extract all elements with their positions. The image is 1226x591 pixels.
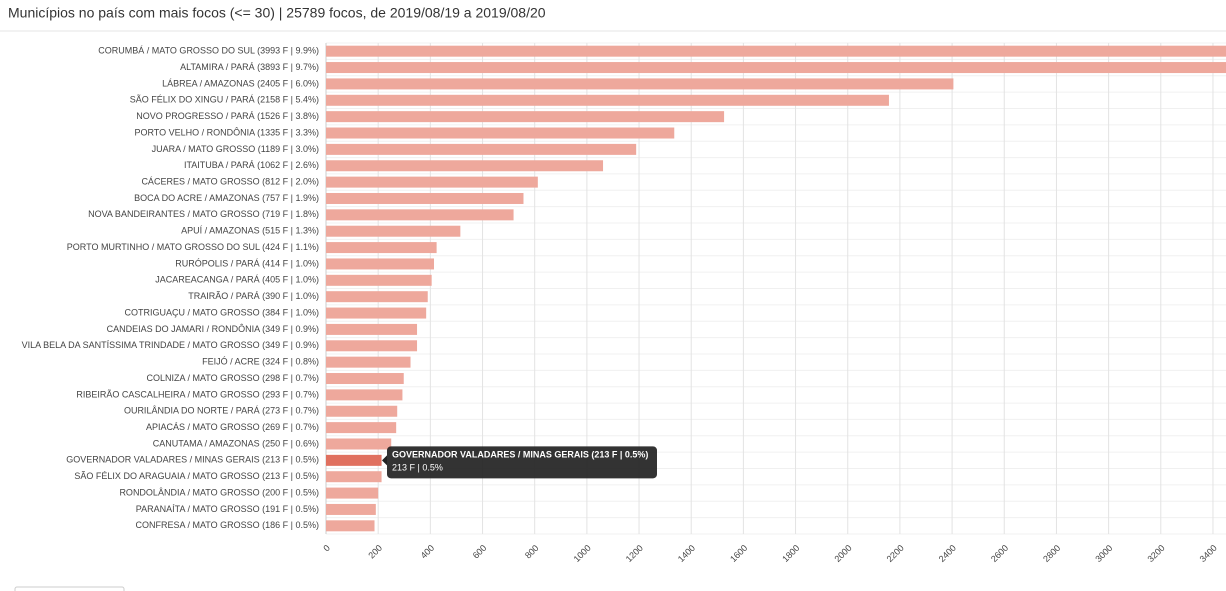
bar: [326, 373, 404, 385]
category-label: JUARA / MATO GROSSO (1189 F | 3.0%): [152, 144, 319, 154]
bar: [326, 503, 376, 515]
bar: [326, 94, 889, 106]
category-label: RIBEIRÃO CASCALHEIRA / MATO GROSSO (293 …: [76, 389, 319, 399]
x-tick-label: 1400: [676, 543, 697, 564]
bar: [326, 78, 954, 90]
bar: [326, 176, 538, 188]
bar: [326, 209, 514, 221]
bar: [326, 258, 434, 270]
bar: [326, 143, 637, 155]
x-tick-label: 0: [321, 543, 332, 554]
x-tick-label: 2800: [1041, 543, 1062, 564]
bar: [326, 274, 432, 286]
category-label: OURILÂNDIA DO NORTE / PARÁ (273 F | 0.7%…: [124, 406, 319, 416]
category-label: SÃO FÉLIX DO XINGU / PARÁ (2158 F | 5.4%…: [130, 95, 319, 105]
bar: [326, 323, 418, 335]
bar: [326, 422, 397, 434]
tooltip-arrow: [382, 455, 387, 466]
x-tick-label: 2400: [937, 543, 958, 564]
x-tick-label: 3200: [1145, 543, 1166, 564]
tooltip: GOVERNADOR VALADARES / MINAS GERAIS (213…: [382, 446, 657, 479]
category-label: APUÍ / AMAZONAS (515 F | 1.3%): [181, 226, 319, 236]
bar: [326, 487, 379, 499]
control-box[interactable]: [14, 586, 125, 591]
bar: [326, 389, 403, 401]
category-label: NOVO PROGRESSO / PARÁ (1526 F | 3.8%): [136, 111, 319, 121]
bar: [326, 225, 461, 237]
category-label: SÃO FÉLIX DO ARAGUAIA / MATO GROSSO (213…: [74, 471, 319, 481]
category-label: ITAITUBA / PARÁ (1062 F | 2.6%): [184, 160, 319, 170]
bar: [326, 45, 1226, 57]
category-label: COLNIZA / MATO GROSSO (298 F | 0.7%): [146, 373, 319, 383]
category-label: LÁBREA / AMAZONAS (2405 F | 6.0%): [162, 78, 319, 88]
category-label: APIACÁS / MATO GROSSO (269 F | 0.7%): [146, 422, 319, 432]
bar: [326, 454, 382, 466]
x-tick-label: 1600: [728, 543, 749, 564]
category-label: GOVERNADOR VALADARES / MINAS GERAIS (213…: [66, 455, 319, 465]
x-tick-label: 3000: [1093, 543, 1114, 564]
bar: [326, 62, 1226, 74]
x-tick-label: 2000: [832, 543, 853, 564]
category-label: RURÓPOLIS / PARÁ (414 F | 1.0%): [175, 258, 319, 268]
category-label: ALTAMIRA / PARÁ (3893 F | 9.7%): [180, 62, 319, 72]
bars: [326, 45, 1226, 532]
bar: [326, 192, 524, 204]
category-label: CORUMBÁ / MATO GROSSO DO SUL (3993 F | 9…: [98, 46, 319, 56]
x-tick-label: 200: [366, 543, 384, 561]
x-tick-label: 3400: [1198, 543, 1219, 564]
bar: [326, 291, 428, 303]
category-label: NOVA BANDEIRANTES / MATO GROSSO (719 F |…: [88, 209, 319, 219]
category-label: JACAREACANGA / PARÁ (405 F | 1.0%): [155, 275, 319, 285]
x-tick-label: 1000: [572, 543, 593, 564]
category-label: PORTO VELHO / RONDÔNIA (1335 F | 3.3%): [134, 127, 319, 137]
category-label: CONFRESA / MATO GROSSO (186 F | 0.5%): [135, 520, 319, 530]
bar: [326, 127, 675, 139]
bar: [326, 520, 375, 532]
category-label: TRAIRÃO / PARÁ (390 F | 1.0%): [188, 291, 319, 301]
bar: [326, 160, 604, 172]
chart-title: Municípios no país com mais focos (<= 30…: [8, 5, 546, 21]
tooltip-text: 213 F | 0.5%: [392, 463, 443, 473]
category-label: CANUTAMA / AMAZONAS (250 F | 0.6%): [153, 438, 319, 448]
x-tick-label: 800: [523, 543, 541, 561]
x-tick-label: 2600: [989, 543, 1010, 564]
category-label: CANDEIAS DO JAMARI / RONDÔNIA (349 F | 0…: [107, 324, 319, 334]
category-label: COTRIGUAÇU / MATO GROSSO (384 F | 1.0%): [124, 307, 319, 317]
category-label: CÁCERES / MATO GROSSO (812 F | 2.0%): [141, 176, 319, 186]
bar: [326, 438, 392, 450]
category-label: PARANAÍTA / MATO GROSSO (191 F | 0.5%): [136, 504, 319, 514]
bar: [326, 242, 437, 254]
bar: [326, 307, 427, 319]
x-tick-label: 1800: [780, 543, 801, 564]
category-label: VILA BELA DA SANTÍSSIMA TRINDADE / MATO …: [22, 340, 319, 350]
bar: [326, 405, 398, 417]
category-label: BOCA DO ACRE / AMAZONAS (757 F | 1.9%): [134, 193, 319, 203]
category-label: RONDOLÂNDIA / MATO GROSSO (200 F | 0.5%): [119, 487, 319, 497]
bar: [326, 471, 382, 483]
tooltip-box: [387, 446, 657, 479]
x-tick-label: 2200: [885, 543, 906, 564]
x-tick-label: 1200: [624, 543, 645, 564]
bar: [326, 340, 418, 352]
x-tick-label: 600: [471, 543, 489, 561]
category-label: PORTO MURTINHO / MATO GROSSO DO SUL (424…: [67, 242, 319, 252]
bar: [326, 356, 411, 368]
tooltip-title: GOVERNADOR VALADARES / MINAS GERAIS (213…: [392, 450, 648, 460]
x-tick-label: 400: [419, 543, 437, 561]
bar: [326, 111, 725, 123]
category-label: FEIJÓ / ACRE (324 F | 0.8%): [202, 357, 319, 367]
